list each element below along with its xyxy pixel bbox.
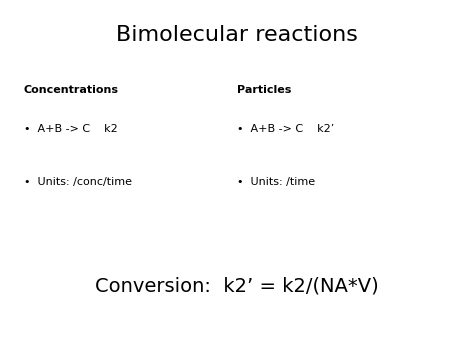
- Text: Conversion:  k2’ = k2/(NA*V): Conversion: k2’ = k2/(NA*V): [95, 277, 379, 296]
- Text: •  A+B -> C    k2’: • A+B -> C k2’: [237, 124, 334, 134]
- Text: Particles: Particles: [237, 85, 292, 95]
- Text: Concentrations: Concentrations: [24, 85, 119, 95]
- Text: •  Units: /conc/time: • Units: /conc/time: [24, 178, 132, 187]
- Text: Bimolecular reactions: Bimolecular reactions: [116, 25, 358, 45]
- Text: •  A+B -> C    k2: • A+B -> C k2: [24, 124, 118, 134]
- Text: •  Units: /time: • Units: /time: [237, 178, 315, 187]
